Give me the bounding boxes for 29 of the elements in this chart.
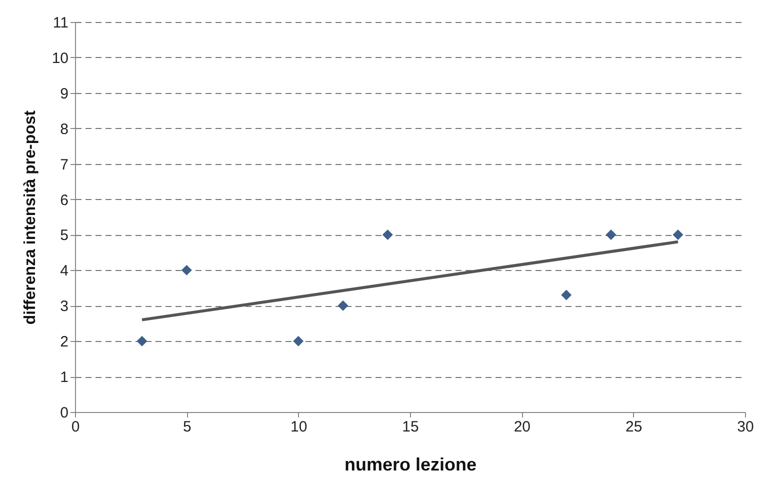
- x-tick-label: 10: [290, 418, 308, 436]
- y-tick-label: 8: [60, 120, 68, 138]
- y-tick-label: 2: [60, 334, 68, 351]
- point: [293, 336, 304, 346]
- point: [561, 290, 572, 300]
- y-tick-label: 3: [60, 298, 68, 316]
- x-tick-label: 30: [737, 418, 754, 436]
- x-tick-label: 0: [71, 418, 80, 436]
- y-tick-label: 6: [60, 192, 68, 209]
- y-tick-label: 9: [60, 85, 68, 102]
- x-tick-label: 20: [514, 418, 531, 436]
- point: [606, 229, 616, 240]
- x-tick-label: 15: [402, 418, 419, 436]
- y-tick-label: 11: [52, 14, 68, 32]
- point: [672, 229, 684, 240]
- x-tick-label: 25: [625, 418, 642, 436]
- y-tick-label: 7: [60, 156, 68, 174]
- point: [136, 336, 148, 346]
- y-tick-label: 1: [60, 369, 68, 386]
- y-tick-label: 5: [60, 227, 68, 244]
- x-axis-title: numero lezione: [344, 454, 477, 474]
- point: [338, 300, 348, 311]
- y-tick-label: 0: [60, 404, 68, 422]
- y-axis-title: differenza intensità pre-post: [22, 110, 39, 325]
- y-tick-label: 10: [52, 50, 68, 67]
- point: [181, 264, 192, 276]
- x-tick-label: 5: [182, 418, 192, 436]
- y-tick-label: 4: [60, 262, 68, 280]
- point: [382, 229, 393, 240]
